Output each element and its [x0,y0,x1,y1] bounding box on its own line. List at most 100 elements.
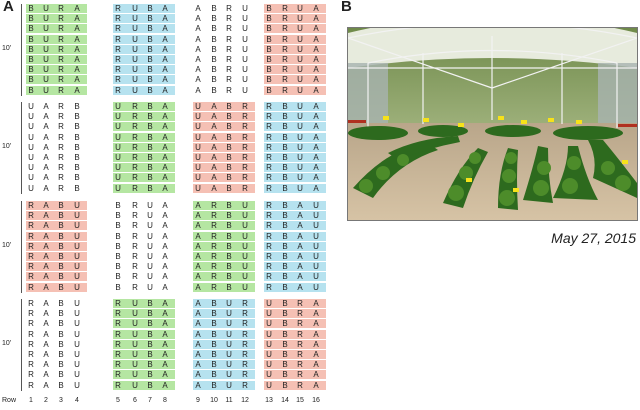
plot-cell: R [242,163,248,173]
plot-cell: B [74,163,80,173]
plot-cell: R [28,380,34,390]
plot-band-blue [264,221,326,231]
plot-band-green [113,329,175,339]
plot-cell: A [195,85,201,95]
plot-cell: U [43,85,49,95]
plot-cell: B [147,24,153,34]
plot-cell: R [58,24,64,34]
plot-band-green [113,142,175,152]
plot-band-blue [193,319,255,329]
plot-cell: A [74,14,80,24]
plot-cell: R [226,55,232,64]
plot-cell: A [313,112,319,122]
plot-cell: B [282,282,288,292]
plot-cell: A [195,241,201,251]
plot-cell: U [242,4,248,13]
plot-cell: B [74,112,80,122]
plot-band-red [264,14,326,24]
plot-cell: B [282,360,288,370]
plot-cell: U [226,329,232,339]
plot-cell: U [132,339,138,349]
plot-band-green [26,14,87,24]
plot-cell: A [162,370,168,380]
plot-cell: B [115,262,121,272]
plot-cell: R [115,360,121,370]
plot-cell: R [58,163,64,173]
plot-cell: B [115,211,121,221]
plot-cell: A [195,319,201,329]
plot-cell: R [115,370,121,380]
plot-cell: A [162,252,168,261]
plot-cell: R [266,231,272,241]
plot-band-red [264,370,326,380]
plot-cell: B [28,44,34,54]
plot-cell: U [266,309,272,319]
plot-band-blue [264,282,326,292]
plot-cell: U [132,75,138,85]
plot-cell: U [132,350,138,359]
plot-cell: B [211,370,217,380]
plot-cell: U [313,201,319,210]
plot-cell: U [28,163,34,173]
plot-cell: U [115,112,121,122]
yellow-flag [498,116,504,120]
plot-cell: U [115,163,121,173]
plot-cell: B [115,252,121,261]
plot-band-blue [264,201,326,210]
plot-cell: B [226,211,232,221]
plot-cell: A [195,34,201,44]
plot-band-blue [264,142,326,152]
plot-cell: U [297,34,303,44]
plot-cell: B [147,339,153,349]
plot-cell: U [297,102,303,111]
plot-cell: U [297,14,303,24]
plot-cell: R [266,272,272,282]
plot-cell: U [132,309,138,319]
plot-cell: B [226,221,232,231]
plot-cell: A [43,309,49,319]
plot-cell: A [162,55,168,64]
plot-cell: R [211,221,217,231]
plot-cell: U [266,380,272,390]
plot-cell: B [211,299,217,308]
plot-cell: A [43,299,49,308]
plot-cell: U [226,319,232,329]
plot-cell: A [195,299,201,308]
plot-band-green [193,201,255,210]
plot-cell: U [242,252,248,261]
plot-cell: B [58,299,64,308]
plot-cell: R [297,299,303,308]
plot-cell: A [162,262,168,272]
plot-cell: U [115,132,121,142]
plot-band-red [264,380,326,390]
plot-cell: R [28,211,34,221]
block-length-label: 10' [2,142,12,150]
plot-cell: R [242,360,248,370]
plot-cell: R [132,221,138,231]
block-length-bar [21,299,22,391]
plot-cell: A [211,112,217,122]
plot-cell: B [74,183,80,193]
plot-cell: B [115,272,121,282]
plot-cell: A [162,44,168,54]
plot-cell: R [266,252,272,261]
plot-cell: U [132,299,138,308]
yellow-flag [383,116,389,120]
plot-cell: R [297,370,303,380]
plot-cell: A [43,319,49,329]
plot-cell: U [297,24,303,34]
plot-cell: A [43,241,49,251]
plot-band-green [26,34,87,44]
plot-band-red [26,272,87,282]
row-number: 14 [281,397,289,404]
plot-cell: R [226,34,232,44]
plot-cell: A [195,380,201,390]
plot-cell: B [58,231,64,241]
plot-cell: B [58,282,64,292]
plot-band-green [113,319,175,329]
plot-cell: U [43,24,49,34]
plot-cell: U [43,65,49,75]
plot-cell: A [162,350,168,359]
plot-cell: B [211,85,217,95]
plot-cell: B [211,319,217,329]
